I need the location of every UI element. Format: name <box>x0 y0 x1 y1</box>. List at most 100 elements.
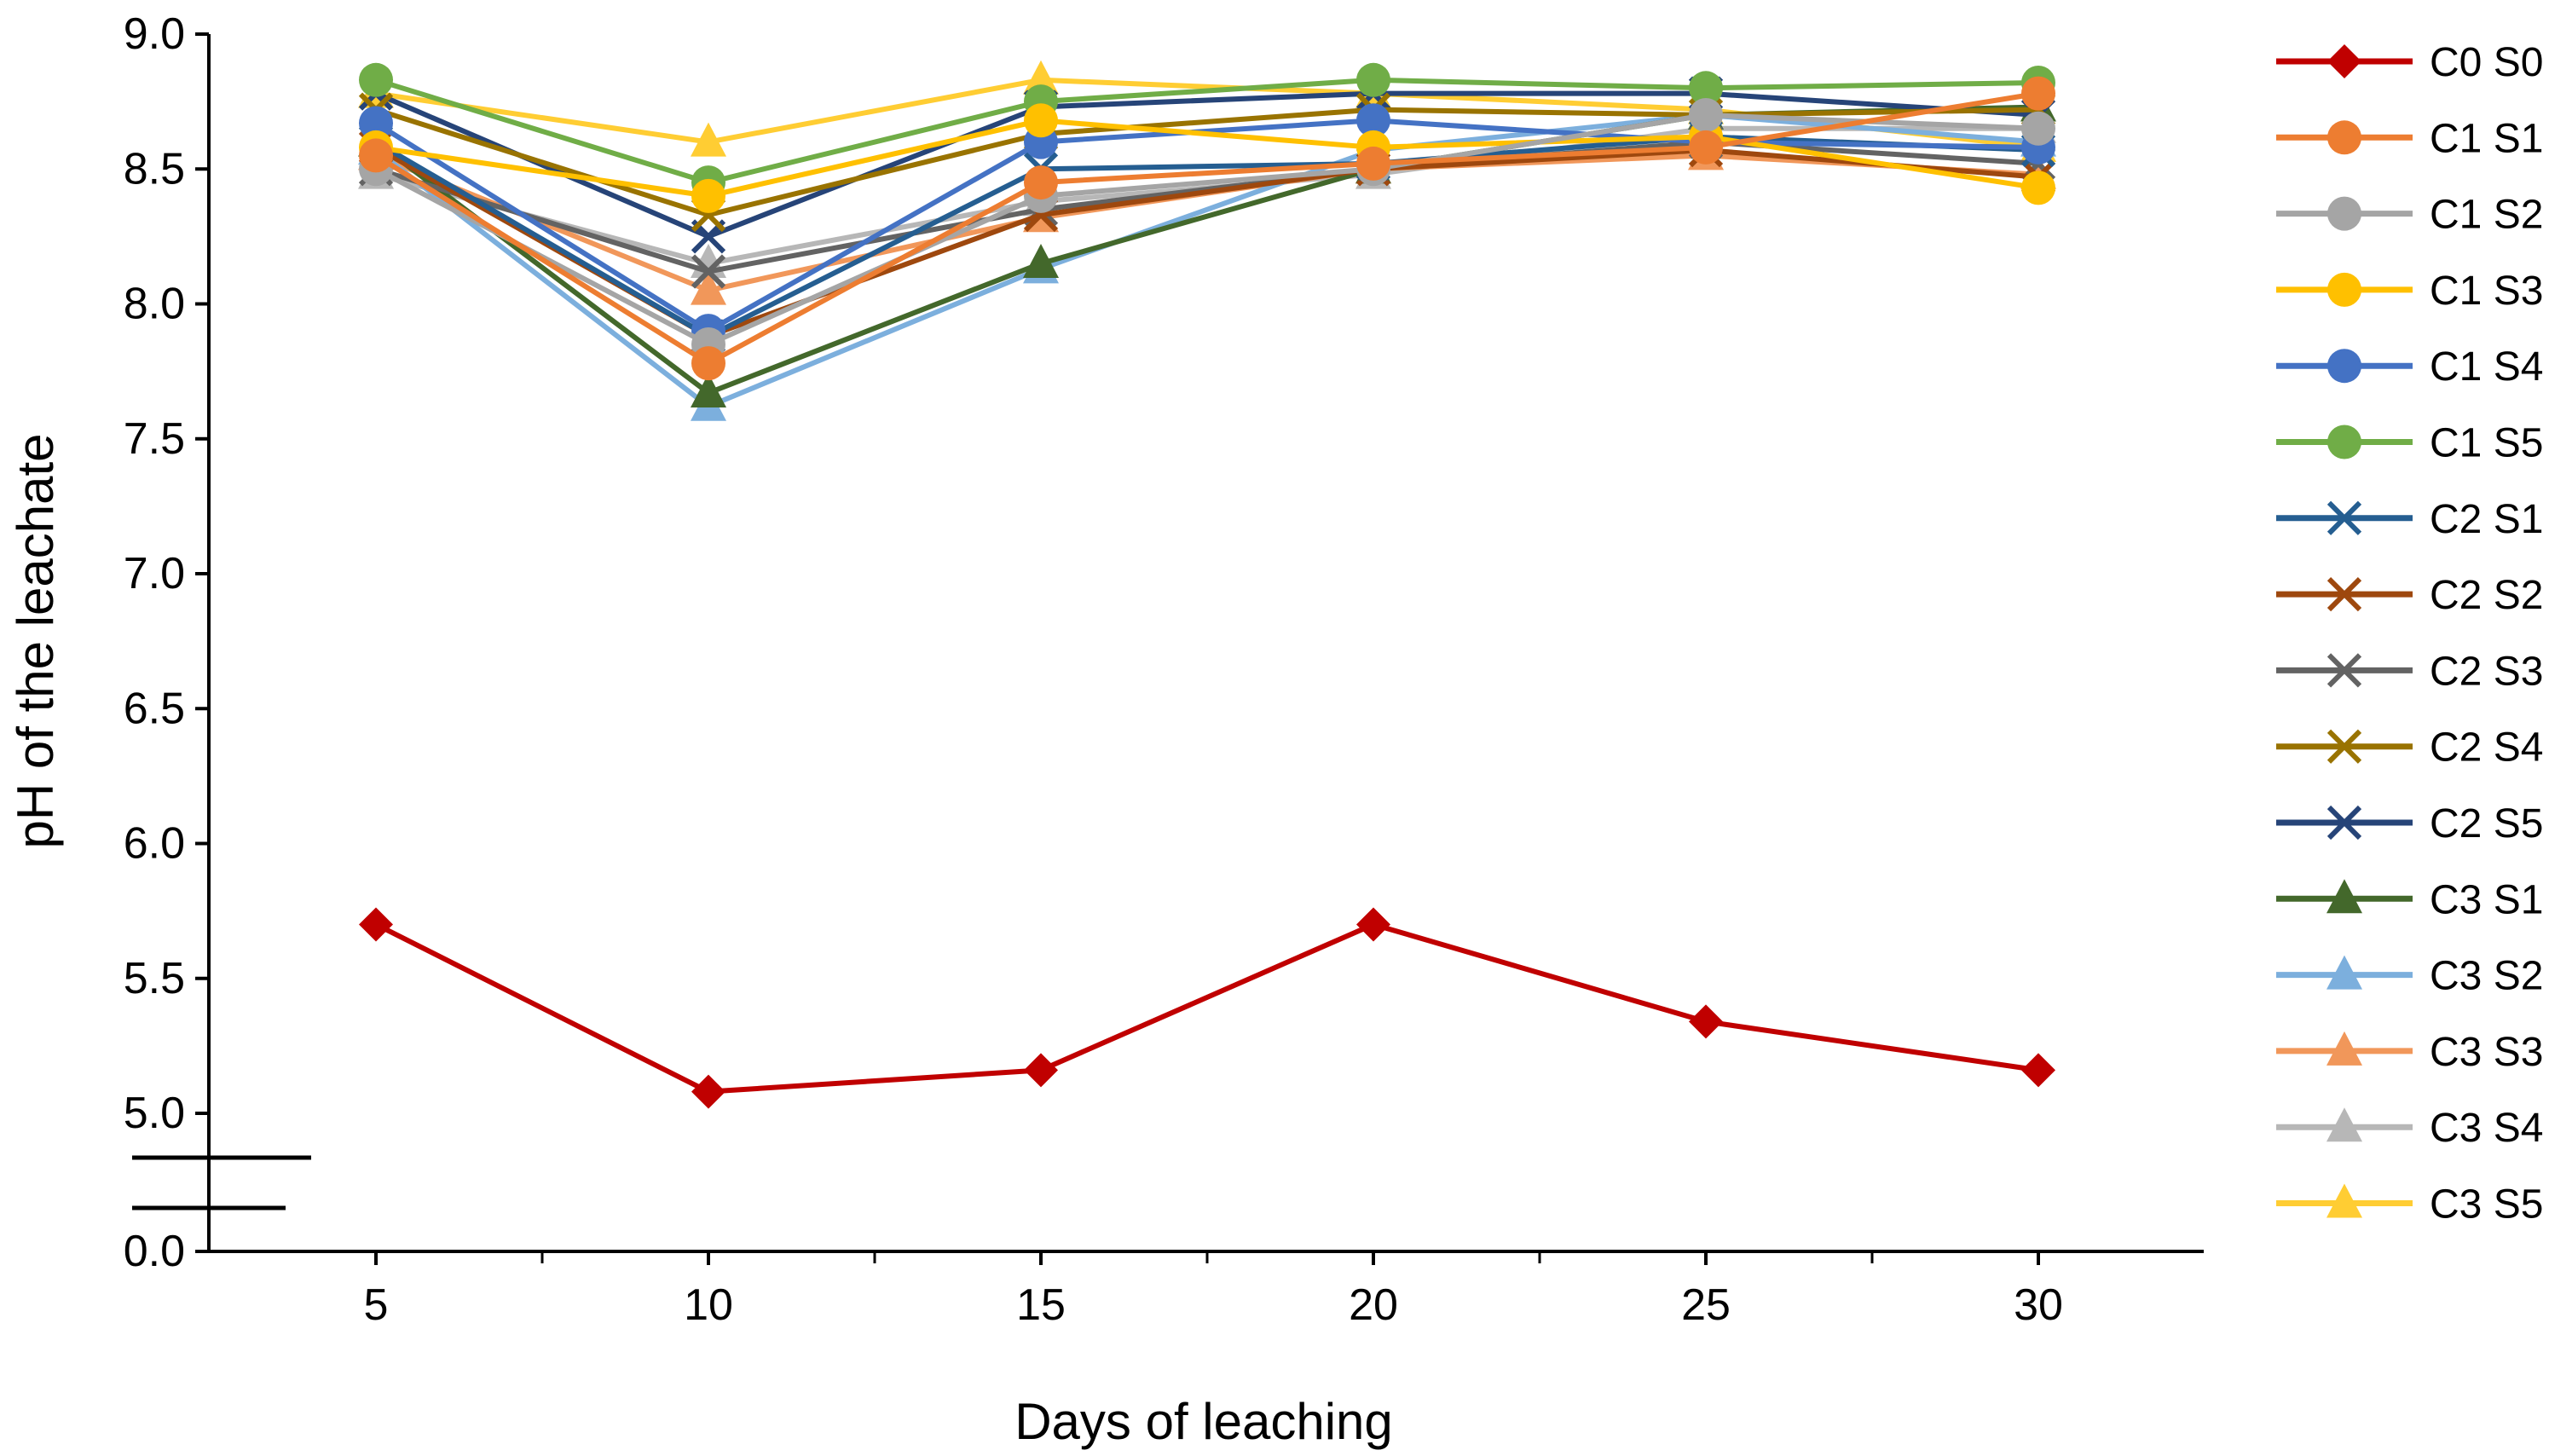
data-point <box>1689 71 1723 106</box>
legend-marker <box>2327 349 2361 384</box>
legend-marker <box>2326 805 2362 841</box>
data-point <box>1024 165 1058 200</box>
y-tick-label: 5.5 <box>124 954 185 1003</box>
legend-marker <box>2326 1183 2362 1218</box>
legend-entry: C2 S4 <box>2276 725 2543 771</box>
legend-label: C3 S2 <box>2430 954 2543 999</box>
series-c0-s0 <box>359 907 2055 1109</box>
legend-entry: C2 S1 <box>2276 497 2543 542</box>
legend-marker <box>2326 1031 2362 1066</box>
x-tick-label: 20 <box>1349 1280 1398 1330</box>
series-line <box>374 112 2039 347</box>
legend-entry: C0 S0 <box>2276 40 2543 85</box>
data-point <box>1356 62 1390 97</box>
legend-marker <box>2326 500 2362 535</box>
x-tick-label: 30 <box>2014 1280 2063 1330</box>
legend-entry: C2 S2 <box>2276 573 2543 618</box>
y-tick-label: 7.5 <box>124 414 185 464</box>
series-line <box>374 153 2039 293</box>
legend-entry: C3 S4 <box>2276 1106 2543 1151</box>
series-line <box>374 922 2039 1095</box>
series-line <box>375 107 2039 218</box>
legend: C0 S0 C1 S1 C1 S2 C1 S3 C1 S4 C1 S5 C2 S1 C2 S2… <box>2276 40 2543 1228</box>
data-point <box>2021 76 2055 111</box>
x-tick-label: 15 <box>1016 1280 1066 1330</box>
y-tick-label: 7.0 <box>124 549 185 598</box>
y-tick-label: 9.0 <box>124 9 185 59</box>
y-tick-label: 6.0 <box>124 819 185 869</box>
legend-label: C2 S3 <box>2430 649 2543 694</box>
x-tick-label: 25 <box>1681 1280 1731 1330</box>
data-point <box>691 346 725 381</box>
data-point <box>1689 97 1723 132</box>
axes: 0.0 5.0 5.5 6.0 6.5 7.0 7.5 8.0 8.5 9.0 5 10 15 20 25 3… <box>124 9 2204 1330</box>
legend-label: C3 S4 <box>2430 1106 2543 1151</box>
legend-marker <box>2326 653 2362 688</box>
x-tick-label: 5 <box>364 1280 389 1330</box>
y-tick-label: 5.0 <box>124 1089 185 1138</box>
series-line <box>375 118 2039 199</box>
y-tick-label: 6.5 <box>124 684 185 733</box>
legend-entry: C3 S1 <box>2276 877 2543 922</box>
data-point <box>1356 103 1390 138</box>
legend-entry: C3 S2 <box>2276 954 2543 999</box>
series-line <box>374 90 2039 240</box>
data-point <box>1689 130 1723 165</box>
data-point <box>2021 170 2055 205</box>
legend-label: C3 S5 <box>2430 1182 2543 1228</box>
data-point <box>691 270 726 305</box>
x-axis-title: Days of leaching <box>1014 1393 1393 1450</box>
data-point <box>2021 1053 2055 1088</box>
series-line <box>375 77 2039 186</box>
legend-label: C2 S1 <box>2430 497 2543 542</box>
data-point <box>691 122 726 157</box>
data-point <box>1024 1053 1058 1088</box>
legend-entry: C1 S2 <box>2276 193 2543 238</box>
legend-label: C2 S2 <box>2430 573 2543 618</box>
legend-label: C0 S0 <box>2430 40 2543 85</box>
series-c1-s1 <box>359 76 2055 381</box>
data-point <box>359 138 393 173</box>
legend-entry: C2 S3 <box>2276 649 2543 694</box>
series-line <box>374 90 2039 367</box>
data-point <box>2021 111 2055 146</box>
legend-marker <box>2326 576 2362 612</box>
legend-label: C2 S5 <box>2430 801 2543 846</box>
data-point <box>1356 907 1390 942</box>
legend-marker <box>2326 1107 2362 1142</box>
data-point <box>359 907 393 942</box>
legend-label: C1 S4 <box>2430 344 2543 390</box>
data-point <box>691 178 725 213</box>
legend-marker <box>2327 272 2361 307</box>
legend-label: C1 S3 <box>2430 269 2543 314</box>
legend-label: C1 S1 <box>2430 116 2543 161</box>
plot-area <box>358 60 2056 1109</box>
y-tick-label: 0.0 <box>124 1227 185 1276</box>
data-point <box>691 373 726 407</box>
legend-entry: C1 S1 <box>2276 116 2543 161</box>
legend-label: C3 S1 <box>2430 877 2543 922</box>
legend-entry: C3 S3 <box>2276 1030 2543 1075</box>
y-tick-label: 8.5 <box>124 144 185 194</box>
data-point <box>1356 146 1390 181</box>
legend-marker <box>2327 425 2361 459</box>
data-point <box>691 1074 725 1109</box>
legend-marker <box>2326 879 2362 914</box>
legend-marker <box>2327 120 2361 155</box>
legend-entry: C1 S4 <box>2276 344 2543 390</box>
data-point <box>1023 244 1059 279</box>
legend-entry: C2 S5 <box>2276 801 2543 846</box>
legend-marker <box>2326 729 2362 764</box>
legend-marker <box>2327 196 2361 231</box>
legend-marker <box>2327 44 2361 78</box>
legend-marker <box>2326 955 2362 990</box>
data-point <box>1023 60 1059 95</box>
data-point <box>359 62 393 97</box>
legend-label: C3 S3 <box>2430 1030 2543 1075</box>
data-point <box>691 254 726 289</box>
legend-label: C1 S5 <box>2430 421 2543 466</box>
legend-entry: C1 S5 <box>2276 421 2543 466</box>
legend-label: C1 S2 <box>2430 193 2543 238</box>
legend-entry: C1 S3 <box>2276 269 2543 314</box>
